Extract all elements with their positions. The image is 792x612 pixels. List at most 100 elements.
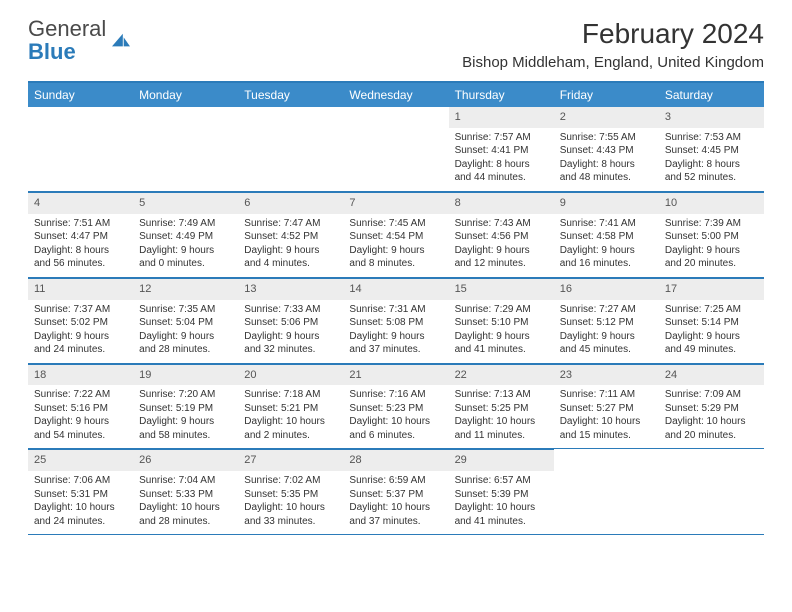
- day-body: Sunrise: 7:49 AMSunset: 4:49 PMDaylight:…: [133, 214, 238, 277]
- day-body: Sunrise: 7:18 AMSunset: 5:21 PMDaylight:…: [238, 385, 343, 448]
- daylight-line: Daylight: 8 hours and 44 minutes.: [455, 158, 548, 185]
- sunset-line: Sunset: 5:29 PM: [665, 402, 758, 416]
- daylight-line: Daylight: 9 hours and 4 minutes.: [244, 244, 337, 271]
- day-number: 15: [449, 278, 554, 300]
- sunrise-line: Sunrise: 7:35 AM: [139, 303, 232, 317]
- sunrise-line: Sunrise: 7:18 AM: [244, 388, 337, 402]
- sunset-line: Sunset: 5:00 PM: [665, 230, 758, 244]
- daylight-line: Daylight: 10 hours and 15 minutes.: [560, 415, 653, 442]
- day-number: 21: [343, 364, 448, 386]
- sunrise-line: Sunrise: 7:22 AM: [34, 388, 127, 402]
- title-block: February 2024 Bishop Middleham, England,…: [462, 18, 764, 71]
- day-number: 1: [449, 107, 554, 128]
- day-body: Sunrise: 7:57 AMSunset: 4:41 PMDaylight:…: [449, 128, 554, 191]
- sunrise-line: Sunrise: 7:45 AM: [349, 217, 442, 231]
- day-number: 9: [554, 192, 659, 214]
- sunset-line: Sunset: 5:33 PM: [139, 488, 232, 502]
- sunrise-line: Sunrise: 7:06 AM: [34, 474, 127, 488]
- day-cell: 2Sunrise: 7:55 AMSunset: 4:43 PMDaylight…: [554, 107, 659, 192]
- day-body: Sunrise: 7:16 AMSunset: 5:23 PMDaylight:…: [343, 385, 448, 448]
- day-cell: 17Sunrise: 7:25 AMSunset: 5:14 PMDayligh…: [659, 278, 764, 364]
- day-body: Sunrise: 7:33 AMSunset: 5:06 PMDaylight:…: [238, 300, 343, 363]
- sunset-line: Sunset: 5:39 PM: [455, 488, 548, 502]
- daylight-line: Daylight: 10 hours and 6 minutes.: [349, 415, 442, 442]
- day-body: Sunrise: 7:22 AMSunset: 5:16 PMDaylight:…: [28, 385, 133, 448]
- day-number: 29: [449, 449, 554, 471]
- day-body: Sunrise: 7:39 AMSunset: 5:00 PMDaylight:…: [659, 214, 764, 277]
- sunset-line: Sunset: 4:52 PM: [244, 230, 337, 244]
- daylight-line: Daylight: 9 hours and 45 minutes.: [560, 330, 653, 357]
- sunset-line: Sunset: 4:47 PM: [34, 230, 127, 244]
- sunrise-line: Sunrise: 7:20 AM: [139, 388, 232, 402]
- sunrise-line: Sunrise: 7:11 AM: [560, 388, 653, 402]
- sunset-line: Sunset: 4:54 PM: [349, 230, 442, 244]
- daylight-line: Daylight: 10 hours and 33 minutes.: [244, 501, 337, 528]
- sunset-line: Sunset: 5:08 PM: [349, 316, 442, 330]
- daylight-line: Daylight: 9 hours and 8 minutes.: [349, 244, 442, 271]
- week-row: ....1Sunrise: 7:57 AMSunset: 4:41 PMDayl…: [28, 107, 764, 192]
- sunset-line: Sunset: 5:02 PM: [34, 316, 127, 330]
- sunrise-line: Sunrise: 6:57 AM: [455, 474, 548, 488]
- sunrise-line: Sunrise: 7:02 AM: [244, 474, 337, 488]
- daylight-line: Daylight: 9 hours and 41 minutes.: [455, 330, 548, 357]
- sunrise-line: Sunrise: 7:16 AM: [349, 388, 442, 402]
- week-row: 11Sunrise: 7:37 AMSunset: 5:02 PMDayligh…: [28, 278, 764, 364]
- day-cell-empty: .: [659, 449, 764, 535]
- daylight-line: Daylight: 10 hours and 11 minutes.: [455, 415, 548, 442]
- day-body: Sunrise: 7:55 AMSunset: 4:43 PMDaylight:…: [554, 128, 659, 191]
- sunset-line: Sunset: 5:25 PM: [455, 402, 548, 416]
- daylight-line: Daylight: 9 hours and 37 minutes.: [349, 330, 442, 357]
- weekday-header: Tuesday: [238, 83, 343, 107]
- day-body: Sunrise: 7:29 AMSunset: 5:10 PMDaylight:…: [449, 300, 554, 363]
- day-number: 7: [343, 192, 448, 214]
- sunrise-line: Sunrise: 7:57 AM: [455, 131, 548, 145]
- sunset-line: Sunset: 5:31 PM: [34, 488, 127, 502]
- day-body: Sunrise: 7:20 AMSunset: 5:19 PMDaylight:…: [133, 385, 238, 448]
- day-cell: 11Sunrise: 7:37 AMSunset: 5:02 PMDayligh…: [28, 278, 133, 364]
- sunrise-line: Sunrise: 7:51 AM: [34, 217, 127, 231]
- day-number: 6: [238, 192, 343, 214]
- sunrise-line: Sunrise: 7:25 AM: [665, 303, 758, 317]
- sunset-line: Sunset: 5:21 PM: [244, 402, 337, 416]
- sunrise-line: Sunrise: 7:29 AM: [455, 303, 548, 317]
- daylight-line: Daylight: 9 hours and 58 minutes.: [139, 415, 232, 442]
- day-cell: 12Sunrise: 7:35 AMSunset: 5:04 PMDayligh…: [133, 278, 238, 364]
- day-cell: 27Sunrise: 7:02 AMSunset: 5:35 PMDayligh…: [238, 449, 343, 535]
- day-number: 2: [554, 107, 659, 128]
- daylight-line: Daylight: 9 hours and 12 minutes.: [455, 244, 548, 271]
- day-cell: 9Sunrise: 7:41 AMSunset: 4:58 PMDaylight…: [554, 192, 659, 278]
- day-number: 14: [343, 278, 448, 300]
- sunset-line: Sunset: 5:14 PM: [665, 316, 758, 330]
- day-number: 22: [449, 364, 554, 386]
- logo-text-2: Blue: [28, 39, 76, 64]
- sunrise-line: Sunrise: 7:49 AM: [139, 217, 232, 231]
- weeks-container: ....1Sunrise: 7:57 AMSunset: 4:41 PMDayl…: [28, 107, 764, 535]
- day-cell: 21Sunrise: 7:16 AMSunset: 5:23 PMDayligh…: [343, 364, 448, 450]
- weekday-header: Thursday: [449, 83, 554, 107]
- day-cell: 16Sunrise: 7:27 AMSunset: 5:12 PMDayligh…: [554, 278, 659, 364]
- logo-sail-icon: [110, 32, 132, 50]
- day-cell: 5Sunrise: 7:49 AMSunset: 4:49 PMDaylight…: [133, 192, 238, 278]
- day-cell-empty: .: [554, 449, 659, 535]
- day-body: Sunrise: 7:51 AMSunset: 4:47 PMDaylight:…: [28, 214, 133, 277]
- sunset-line: Sunset: 4:49 PM: [139, 230, 232, 244]
- day-number: 4: [28, 192, 133, 214]
- day-number: 5: [133, 192, 238, 214]
- daylight-line: Daylight: 9 hours and 24 minutes.: [34, 330, 127, 357]
- day-number: 8: [449, 192, 554, 214]
- day-number: 19: [133, 364, 238, 386]
- day-cell: 18Sunrise: 7:22 AMSunset: 5:16 PMDayligh…: [28, 364, 133, 450]
- sunset-line: Sunset: 4:45 PM: [665, 144, 758, 158]
- day-body: Sunrise: 7:02 AMSunset: 5:35 PMDaylight:…: [238, 471, 343, 534]
- sunset-line: Sunset: 4:43 PM: [560, 144, 653, 158]
- daylight-line: Daylight: 10 hours and 2 minutes.: [244, 415, 337, 442]
- calendar: SundayMondayTuesdayWednesdayThursdayFrid…: [28, 81, 764, 535]
- daylight-line: Daylight: 10 hours and 20 minutes.: [665, 415, 758, 442]
- day-cell: 20Sunrise: 7:18 AMSunset: 5:21 PMDayligh…: [238, 364, 343, 450]
- day-number: 23: [554, 364, 659, 386]
- sunset-line: Sunset: 5:10 PM: [455, 316, 548, 330]
- sunrise-line: Sunrise: 7:55 AM: [560, 131, 653, 145]
- day-number: 17: [659, 278, 764, 300]
- sunset-line: Sunset: 5:06 PM: [244, 316, 337, 330]
- sunset-line: Sunset: 5:35 PM: [244, 488, 337, 502]
